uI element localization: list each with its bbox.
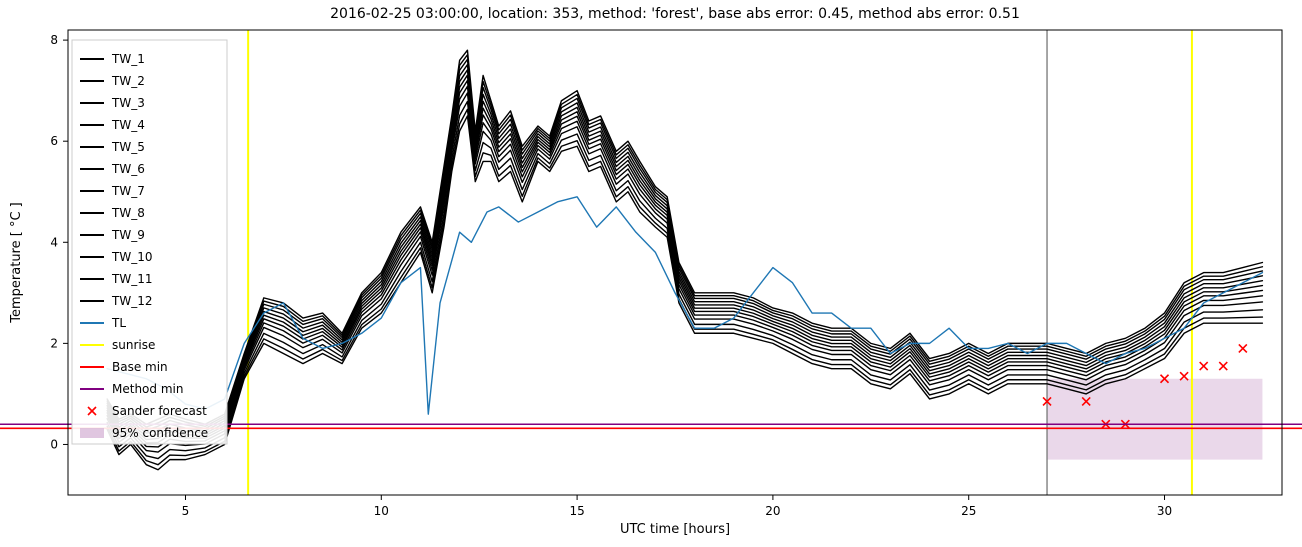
legend-label: TW_5 xyxy=(111,140,145,154)
legend-label: Base min xyxy=(112,360,168,374)
legend-label: TW_4 xyxy=(111,118,145,132)
confidence-band xyxy=(1047,379,1262,460)
legend-label: Method min xyxy=(112,382,183,396)
ytick-label: 6 xyxy=(50,134,58,148)
xtick-label: 20 xyxy=(765,504,780,518)
legend-label: Sander forecast xyxy=(112,404,207,418)
xtick-label: 15 xyxy=(569,504,584,518)
ylabel: Temperature [ °C ] xyxy=(9,202,24,323)
legend-label: TW_9 xyxy=(111,228,145,242)
legend-label: TW_6 xyxy=(111,162,145,176)
legend-label: TW_8 xyxy=(111,206,145,220)
xlabel: UTC time [hours] xyxy=(620,522,730,537)
ytick-label: 4 xyxy=(50,235,58,249)
legend-label: sunrise xyxy=(112,338,155,352)
chart-title: 2016-02-25 03:00:00, location: 353, meth… xyxy=(330,6,1020,22)
legend-label: TW_12 xyxy=(111,294,152,308)
legend-label: TL xyxy=(111,316,126,330)
xtick-label: 5 xyxy=(182,504,190,518)
legend-label: TW_2 xyxy=(111,74,145,88)
legend-label: TW_11 xyxy=(111,272,152,286)
ytick-label: 0 xyxy=(50,437,58,451)
legend-label: 95% confidence xyxy=(112,426,208,440)
legend-label: TW_10 xyxy=(111,250,152,264)
ytick-label: 8 xyxy=(50,33,58,47)
legend: TW_1 TW_2 TW_3 TW_4 TW_5 TW_6 TW_7 TW_8 TW_9 TW_1… xyxy=(72,40,227,444)
xtick-label: 30 xyxy=(1157,504,1172,518)
ytick-label: 2 xyxy=(50,336,58,350)
chart-container: 5 10 15 20 25 30 0 2 4 6 8 UTC time [hours] Temperat… xyxy=(0,0,1302,547)
xtick-label: 25 xyxy=(961,504,976,518)
legend-label: TW_1 xyxy=(111,52,145,66)
legend-label: TW_7 xyxy=(111,184,145,198)
legend-label: TW_3 xyxy=(111,96,145,110)
xtick-label: 10 xyxy=(374,504,389,518)
chart-svg: 5 10 15 20 25 30 0 2 4 6 8 UTC time [hours] Temperat… xyxy=(0,0,1302,547)
